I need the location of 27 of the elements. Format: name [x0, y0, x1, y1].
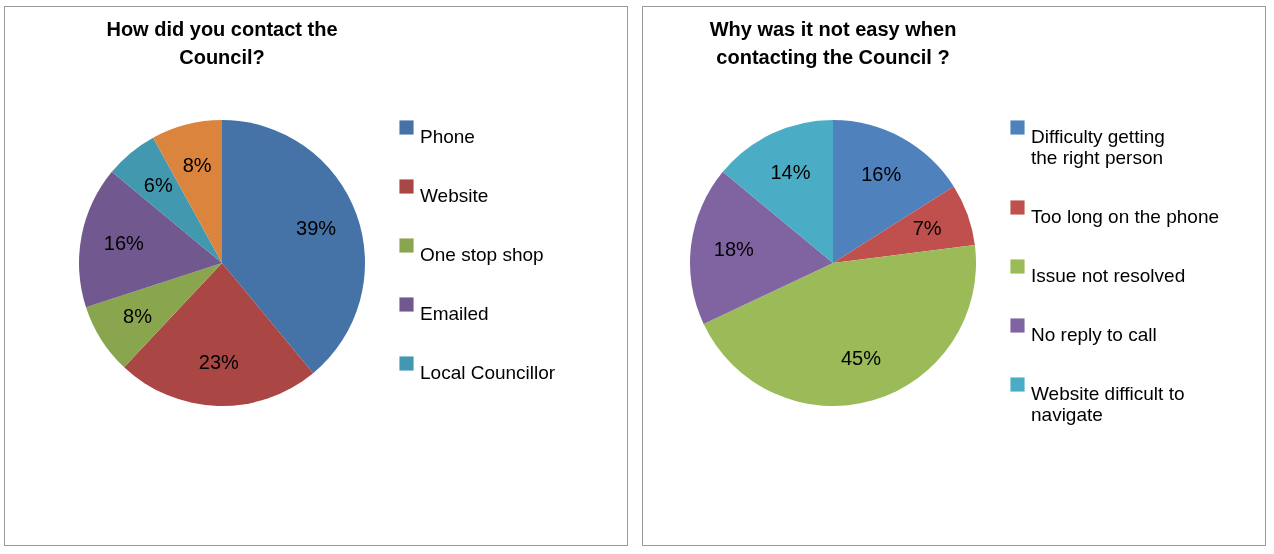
legend-label: No reply to call	[1031, 323, 1157, 345]
data-label: 14%	[770, 160, 811, 183]
legend-label: Difficulty getting the right person	[1031, 125, 1165, 168]
legend-label: Issue not resolved	[1031, 264, 1186, 286]
legend-label: Website difficult to navigate	[1031, 382, 1185, 425]
data-label: 39%	[295, 217, 336, 240]
data-label: 45%	[840, 347, 882, 370]
legend-label: Website	[419, 184, 488, 206]
data-label: 7%	[912, 217, 942, 240]
data-label: 8%	[122, 304, 152, 327]
data-label: 18%	[713, 238, 755, 261]
pie-slice	[833, 186, 975, 263]
pie-slice	[123, 263, 313, 406]
pie-slice	[833, 120, 954, 263]
data-label: 6%	[143, 173, 173, 196]
data-label: 16%	[103, 232, 144, 255]
data-label: 16%	[861, 163, 902, 186]
data-label: 8%	[182, 154, 212, 177]
legend-label: Emailed	[419, 302, 489, 324]
chart-title: Why was it not easy when contacting the Council ?	[709, 18, 957, 68]
data-label: 23%	[198, 350, 239, 373]
legend-label: Too long on the phone	[1031, 205, 1220, 227]
legend-label: Local Councillor	[419, 361, 556, 383]
chart-title: How did you contact the Council?	[105, 18, 338, 68]
legend-label: One stop shop	[419, 243, 544, 265]
pie-slice	[78, 171, 222, 308]
legend-label: Phone	[419, 125, 475, 147]
